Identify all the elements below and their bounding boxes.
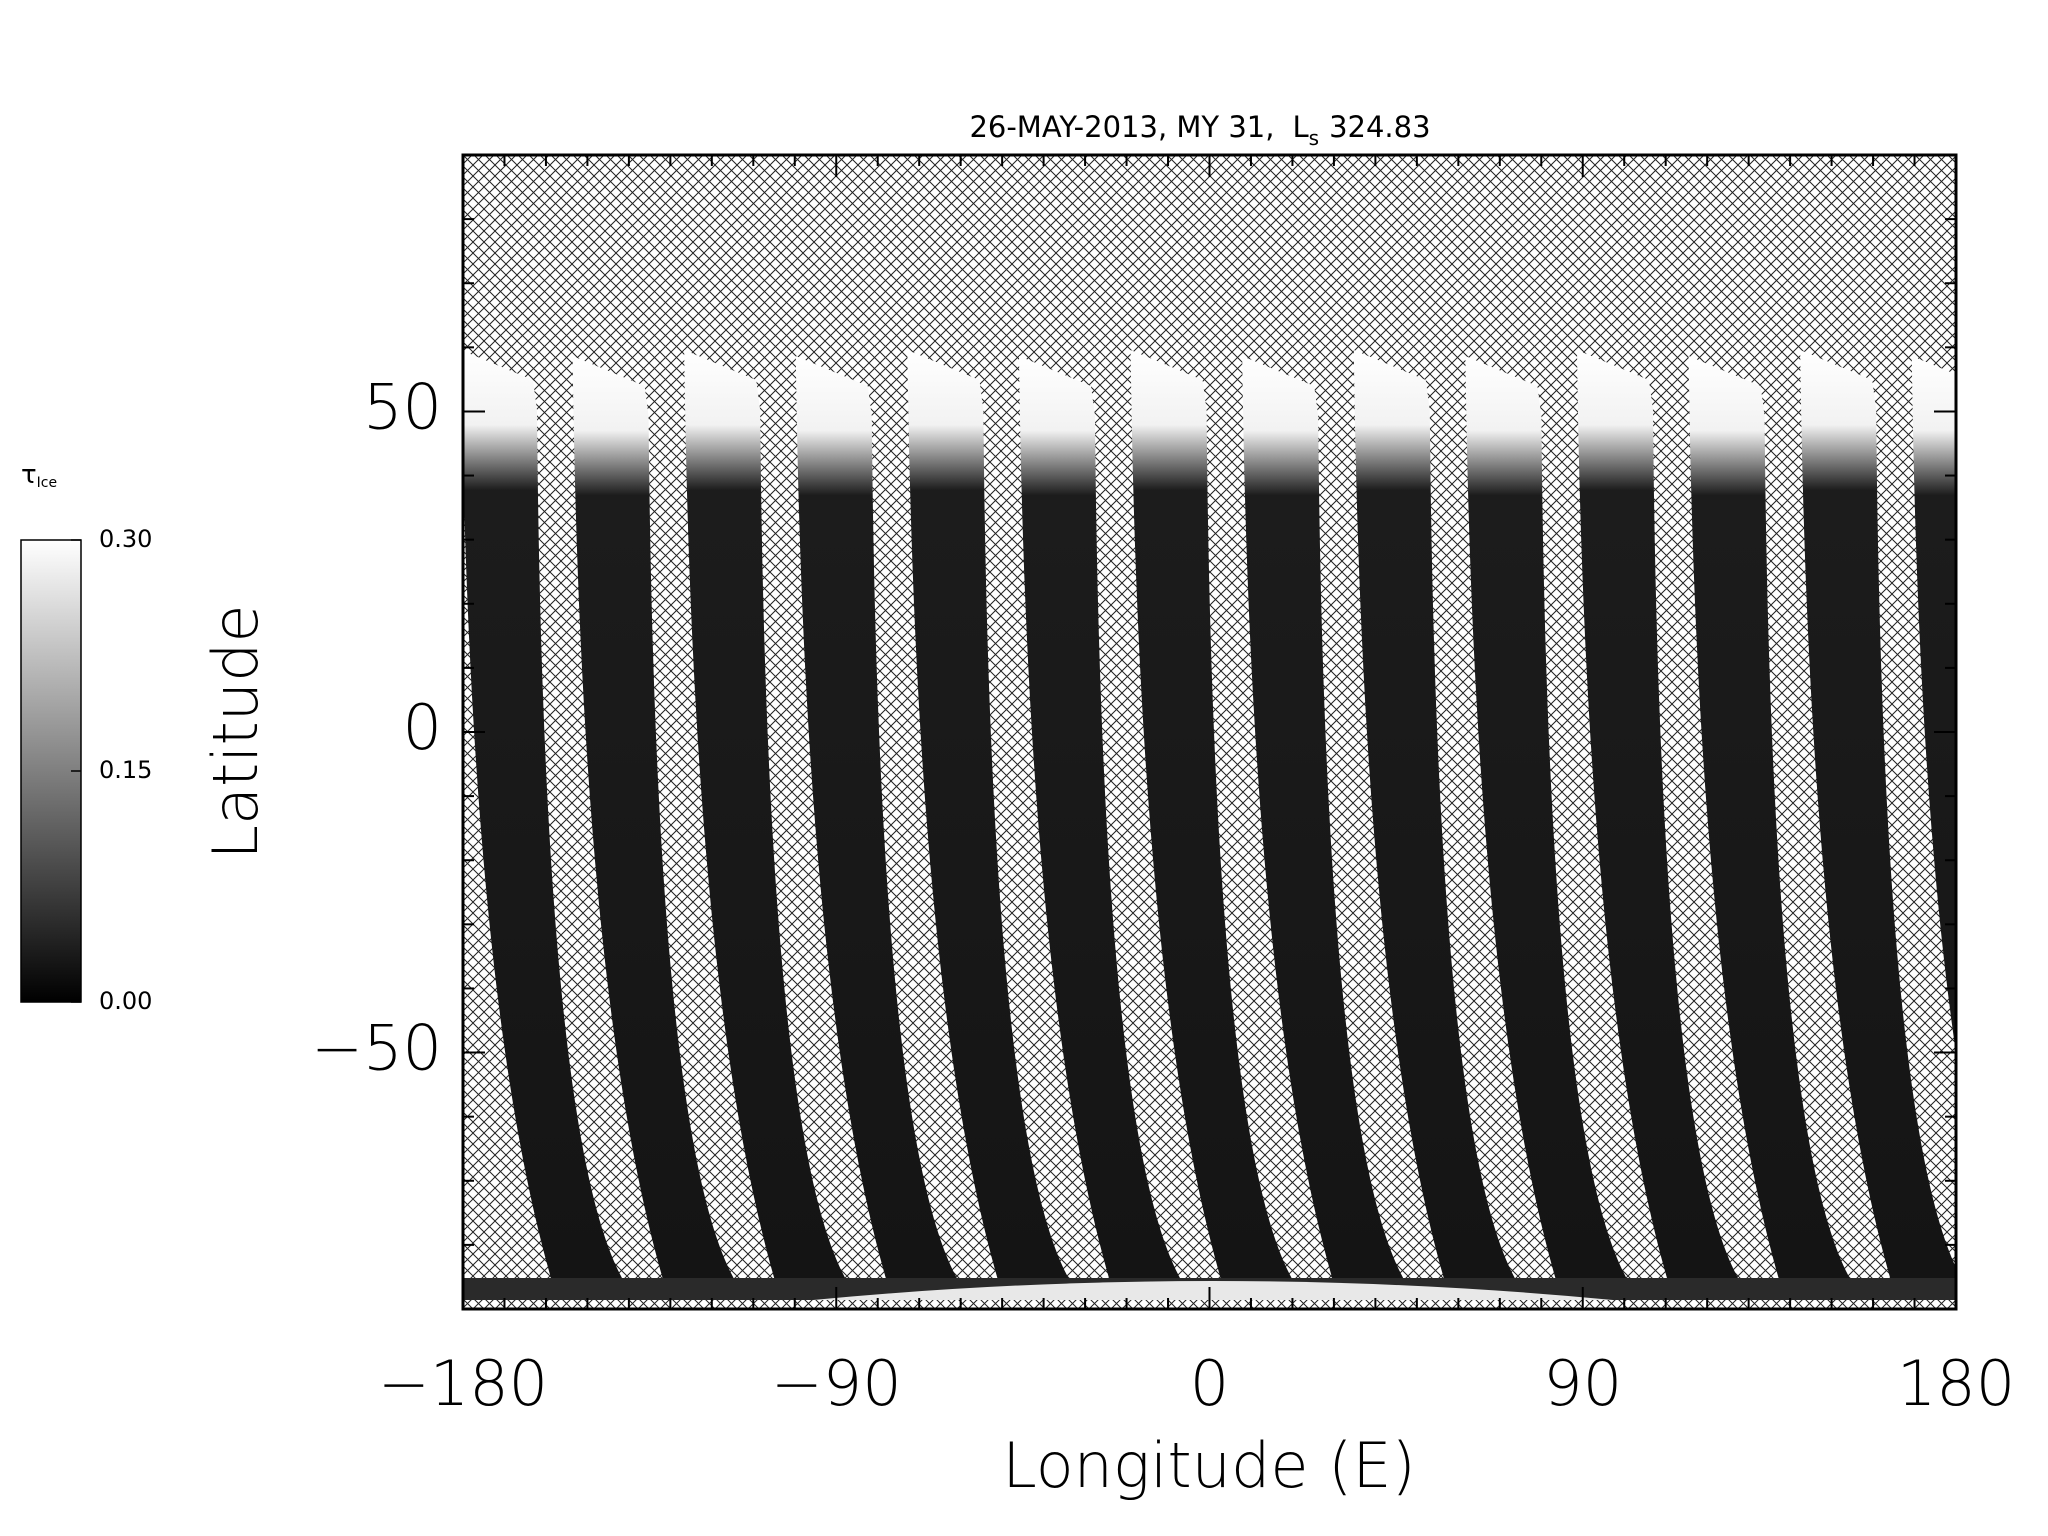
swath — [1577, 350, 1742, 1285]
swath — [1465, 356, 1631, 1285]
swath — [2023, 350, 2048, 1285]
colorbar-label: τIce — [21, 460, 57, 492]
chart-title: 26-MAY-2013, MY 31, Ls 324.83 — [969, 110, 1430, 150]
colorbar-tick-label: 0.00 — [99, 987, 152, 1015]
swath — [1019, 356, 1184, 1285]
x-tick-label: 90 — [1543, 1347, 1622, 1420]
swath — [1242, 356, 1408, 1285]
y-tick-label: 50 — [363, 370, 442, 443]
title-date: 26-MAY-2013, MY 31, — [969, 110, 1274, 144]
swath — [1130, 350, 1296, 1285]
title-ls-sub: s — [1309, 126, 1319, 150]
y-tick-label: −50 — [311, 1012, 442, 1085]
colorbar-symbol: τ — [21, 460, 37, 490]
colorbar-tick-label: 0.15 — [99, 756, 152, 784]
colorbar-subscript: Ice — [37, 475, 57, 491]
swath — [684, 350, 850, 1285]
swath — [1353, 350, 1519, 1285]
title-ls: L — [1292, 110, 1308, 144]
x-tick-label: 180 — [1897, 1347, 2015, 1420]
swath — [572, 356, 738, 1285]
swath — [795, 356, 961, 1285]
colorbar-tick-label: 0.30 — [99, 525, 152, 553]
swath — [907, 350, 1073, 1285]
x-axis-label: Longitude (E) — [1002, 1429, 1415, 1502]
y-axis-label: Latitude — [199, 604, 272, 859]
swath — [1688, 356, 1854, 1285]
swath — [1911, 356, 1956, 1054]
swaths — [463, 350, 2048, 1300]
swath — [463, 350, 626, 1285]
y-tick-label: 0 — [403, 691, 442, 764]
x-tick-label: 0 — [1190, 1347, 1229, 1420]
x-tick-label: −180 — [378, 1347, 548, 1420]
polar-cap — [813, 1281, 1613, 1300]
swath — [1800, 350, 1956, 1285]
x-tick-label: −90 — [771, 1347, 902, 1420]
title-ls-value: 324.83 — [1329, 110, 1430, 144]
